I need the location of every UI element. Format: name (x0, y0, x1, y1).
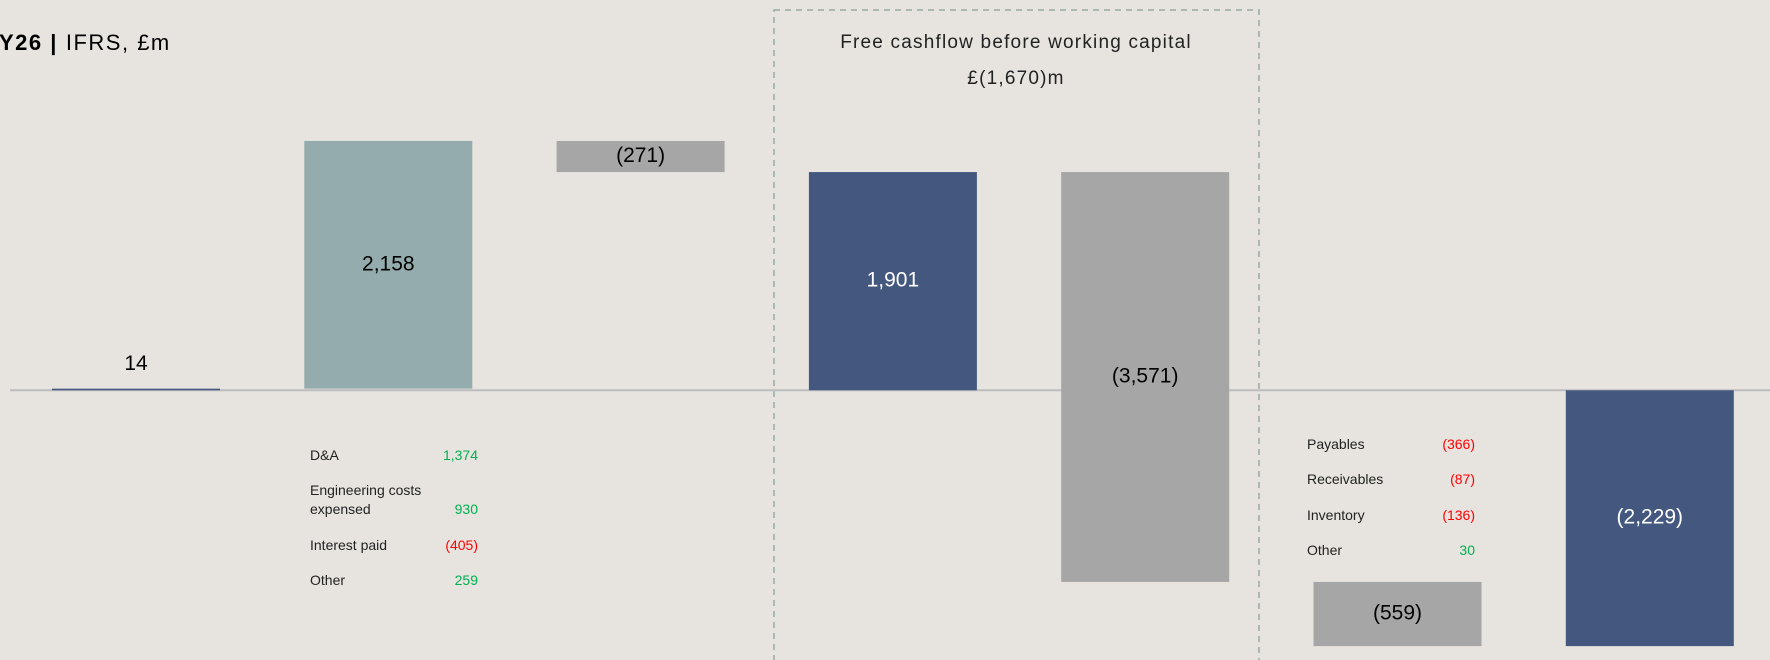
highlight-box (773, 9, 1260, 660)
breakdown-label: Other (310, 572, 346, 588)
bar (304, 140, 473, 389)
chart-title: FY26 | IFRS, £m (0, 30, 171, 55)
title-text: IFRS, £m (66, 30, 171, 55)
breakdown-label: Interest paid (310, 537, 388, 553)
breakdown-value: 930 (454, 501, 478, 517)
bar (1565, 390, 1734, 647)
breakdown-value: (366) (1442, 436, 1475, 452)
breakdown-label: Receivables (1307, 471, 1384, 487)
value-label: 2,158 (362, 252, 415, 275)
breakdown-row: Receivables (87) (1307, 470, 1475, 489)
breakdown-value: (405) (445, 537, 478, 553)
value-label: 14 (124, 352, 148, 375)
breakdown-label: Engineering costs expensed (310, 482, 422, 517)
breakdown-row: Other 30 (1307, 541, 1475, 560)
breakdown-value: 1,374 (442, 447, 478, 463)
value-label: 1,901 (867, 269, 920, 292)
breakdown-value: 30 (1459, 542, 1475, 558)
breakdown-label: D&A (310, 447, 339, 463)
box-title: Free cashflow before working capital (840, 32, 1192, 53)
bar (52, 388, 220, 391)
breakdown-row: Interest paid (405) (310, 536, 478, 555)
breakdown-label: Inventory (1307, 507, 1365, 523)
value-label: (3,571) (1112, 365, 1179, 388)
title-bold: FY26 | (0, 30, 58, 55)
bar (556, 140, 725, 173)
bar (808, 172, 977, 391)
breakdown-row: Inventory (136) (1307, 506, 1475, 525)
breakdown-row: D&A 1,374 (310, 446, 478, 465)
bar (1313, 581, 1482, 647)
value-label: (559) (1373, 602, 1422, 625)
breakdown-row: Other 259 (310, 571, 478, 590)
box-subtitle: £(1,670)m (967, 68, 1064, 89)
breakdown-value: (136) (1442, 507, 1475, 523)
breakdown-label: Other (1307, 542, 1343, 558)
breakdown-row: Payables (366) (1307, 435, 1475, 454)
value-label: (2,229) (1617, 506, 1684, 529)
breakdown-label: Payables (1307, 436, 1365, 452)
bar (1061, 172, 1230, 582)
breakdown-row: Engineering costs expensed 930 (310, 481, 478, 519)
breakdown-value: (87) (1450, 471, 1475, 487)
value-label: (271) (616, 144, 665, 167)
breakdown-value: 259 (454, 572, 478, 588)
